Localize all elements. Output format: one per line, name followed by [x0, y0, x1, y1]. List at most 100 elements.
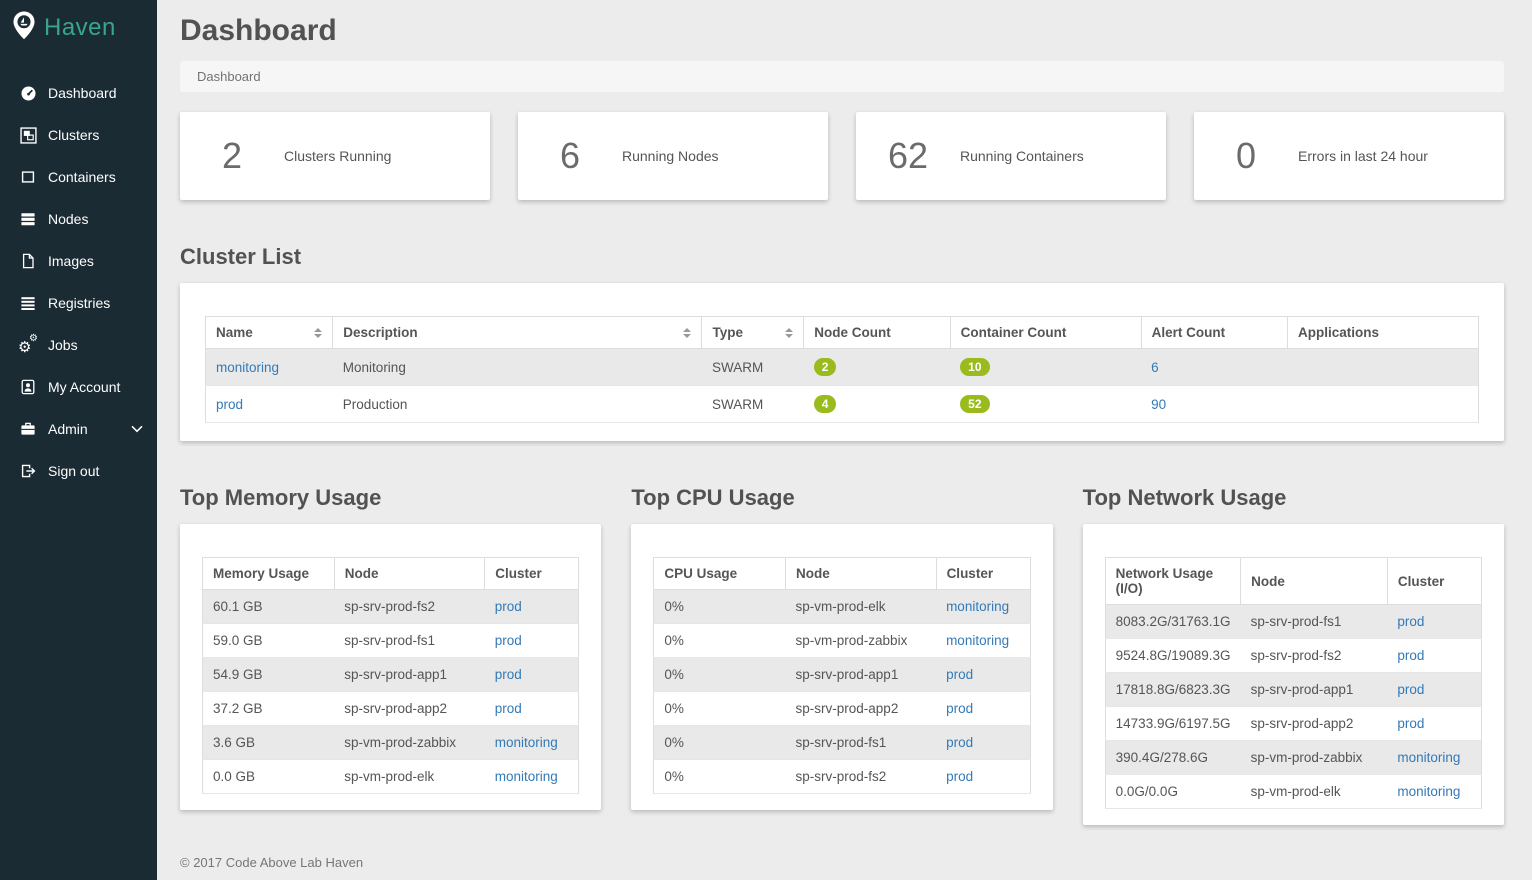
table-row: 17818.8G/6823.3G sp-srv-prod-app1 prod	[1105, 672, 1482, 707]
alert-count-link[interactable]: 6	[1151, 359, 1159, 375]
top-network-panel: Network Usage (I/O) Node Cluster 8083.2G…	[1082, 524, 1504, 825]
sidebar-item-registries[interactable]: Registries	[0, 282, 157, 324]
table-row: 59.0 GB sp-srv-prod-fs1 prod	[202, 624, 579, 658]
cluster-link[interactable]: prod	[946, 769, 974, 784]
table-row: 0.0G/0.0G sp-vm-prod-elk monitoring	[1105, 775, 1482, 809]
container-count-badge: 10	[960, 358, 990, 376]
table-row: 0% sp-srv-prod-app2 prod	[653, 692, 1031, 726]
column-header-description[interactable]: Description	[332, 316, 703, 349]
cluster-link[interactable]: monitoring	[494, 769, 558, 784]
table-row: 0.0 GB sp-vm-prod-elk monitoring	[202, 760, 579, 794]
cluster-link[interactable]: prod	[1397, 716, 1425, 731]
node-count-badge: 2	[813, 358, 837, 376]
stat-label: Running Nodes	[622, 148, 719, 164]
containers-icon	[15, 169, 41, 185]
app-logo[interactable]: Haven	[0, 0, 157, 45]
stat-card-errors: 0 Errors in last 24 hour	[1194, 112, 1504, 200]
top-memory-title: Top Memory Usage	[180, 485, 382, 510]
footer-copyright: © 2017 Code Above Lab Haven	[180, 855, 364, 870]
cluster-link[interactable]: prod	[1397, 682, 1425, 697]
table-row: prod Production SWARM 4 52 90	[205, 386, 1479, 423]
breadcrumb-item: Dashboard	[197, 69, 261, 84]
cluster-link[interactable]: prod	[494, 633, 522, 648]
cluster-type: SWARM	[711, 359, 764, 375]
sidebar-nav: Dashboard Clusters Containers	[0, 72, 157, 492]
column-header-network-usage: Network Usage (I/O)	[1104, 557, 1242, 605]
sidebar-item-clusters[interactable]: Clusters	[0, 114, 157, 156]
stat-label: Errors in last 24 hour	[1298, 148, 1428, 164]
stat-label: Clusters Running	[284, 148, 392, 164]
table-row: monitoring Monitoring SWARM 2 10 6	[205, 348, 1479, 386]
column-header-name[interactable]: Name	[204, 316, 334, 349]
cluster-link[interactable]: monitoring	[1397, 750, 1461, 765]
app-name: Haven	[44, 14, 116, 41]
column-header-node: Node	[333, 557, 486, 590]
stat-card-running-containers: 62 Running Containers	[856, 112, 1166, 200]
cluster-name-link[interactable]: monitoring	[216, 359, 280, 375]
sign-out-icon	[15, 463, 41, 479]
cluster-link[interactable]: prod	[1397, 614, 1425, 629]
images-icon	[15, 253, 41, 269]
applications-cell	[1288, 386, 1479, 423]
cluster-link[interactable]: prod	[946, 735, 974, 750]
cluster-link[interactable]: prod	[946, 701, 974, 716]
haven-pin-icon	[11, 11, 37, 45]
sidebar-item-images[interactable]: Images	[0, 240, 157, 282]
node-count-badge: 4	[813, 395, 837, 413]
sidebar-item-nodes[interactable]: Nodes	[0, 198, 157, 240]
sidebar-item-sign-out[interactable]: Sign out	[0, 450, 157, 492]
top-memory-panel: Memory Usage Node Cluster 60.1 GB sp-srv…	[180, 524, 602, 810]
stat-card-clusters-running: 2 Clusters Running	[180, 112, 490, 200]
table-row: 0% sp-srv-prod-fs2 prod	[653, 760, 1031, 794]
stat-card-running-nodes: 6 Running Nodes	[518, 112, 828, 200]
column-header-cluster: Cluster	[1386, 557, 1482, 605]
cluster-link[interactable]: prod	[494, 701, 522, 716]
cluster-link[interactable]: prod	[494, 599, 522, 614]
network-table: Network Usage (I/O) Node Cluster 8083.2G…	[1104, 557, 1482, 809]
sidebar-item-admin[interactable]: Admin	[0, 408, 157, 450]
cluster-link[interactable]: monitoring	[1397, 784, 1461, 799]
column-header-alert-count: Alert Count	[1140, 316, 1289, 349]
stat-value: 62	[887, 135, 929, 176]
table-row: 390.4G/278.6G sp-vm-prod-zabbix monitori…	[1105, 740, 1482, 775]
cluster-name-link[interactable]: prod	[216, 396, 244, 412]
stat-value: 2	[221, 135, 243, 176]
cluster-link[interactable]: prod	[946, 667, 974, 682]
alert-count-link[interactable]: 90	[1151, 396, 1167, 412]
top-cpu-panel: CPU Usage Node Cluster 0% sp-vm-prod-elk…	[631, 524, 1053, 810]
cluster-link[interactable]: prod	[494, 667, 522, 682]
cluster-link[interactable]: monitoring	[494, 735, 558, 750]
sidebar-item-containers[interactable]: Containers	[0, 156, 157, 198]
column-header-cpu-usage: CPU Usage	[653, 557, 787, 590]
sort-icon	[314, 328, 323, 338]
top-cpu-title: Top CPU Usage	[631, 485, 795, 510]
dashboard-icon	[15, 85, 41, 102]
cluster-type: SWARM	[711, 396, 764, 412]
cluster-table: Name Description Type Node Count Contain…	[204, 316, 1479, 423]
cluster-link[interactable]: prod	[1397, 648, 1425, 663]
cluster-list-panel: Name Description Type Node Count Contain…	[180, 283, 1504, 441]
sidebar-item-dashboard[interactable]: Dashboard	[0, 72, 157, 114]
applications-cell	[1288, 349, 1479, 386]
table-row: 54.9 GB sp-srv-prod-app1 prod	[202, 657, 579, 692]
cluster-link[interactable]: monitoring	[946, 633, 1010, 648]
container-count-badge: 52	[960, 395, 990, 413]
memory-table: Memory Usage Node Cluster 60.1 GB sp-srv…	[202, 557, 580, 794]
sort-icon	[785, 328, 794, 338]
sidebar-item-my-account[interactable]: My Account	[0, 366, 157, 408]
admin-icon	[15, 421, 41, 437]
column-header-type[interactable]: Type	[701, 316, 805, 349]
registries-icon	[15, 295, 41, 311]
sidebar-item-jobs[interactable]: ⚙ ⚙ Jobs	[0, 324, 157, 366]
top-network-title: Top Network Usage	[1082, 485, 1287, 510]
cluster-link[interactable]: monitoring	[946, 599, 1010, 614]
chevron-down-icon	[131, 425, 143, 433]
cluster-list-title: Cluster List	[180, 244, 302, 269]
cpu-table: CPU Usage Node Cluster 0% sp-vm-prod-elk…	[653, 557, 1031, 794]
main-content: Dashboard Dashboard 2 Clusters Running 6…	[157, 0, 1532, 880]
column-header-container-count: Container Count	[949, 316, 1142, 349]
top-cpu-section: Top CPU Usage CPU Usage Node Cluster 0%	[631, 485, 1053, 810]
column-header-cluster: Cluster	[484, 557, 580, 590]
page-title: Dashboard	[180, 14, 337, 47]
breadcrumb: Dashboard	[180, 61, 1504, 92]
